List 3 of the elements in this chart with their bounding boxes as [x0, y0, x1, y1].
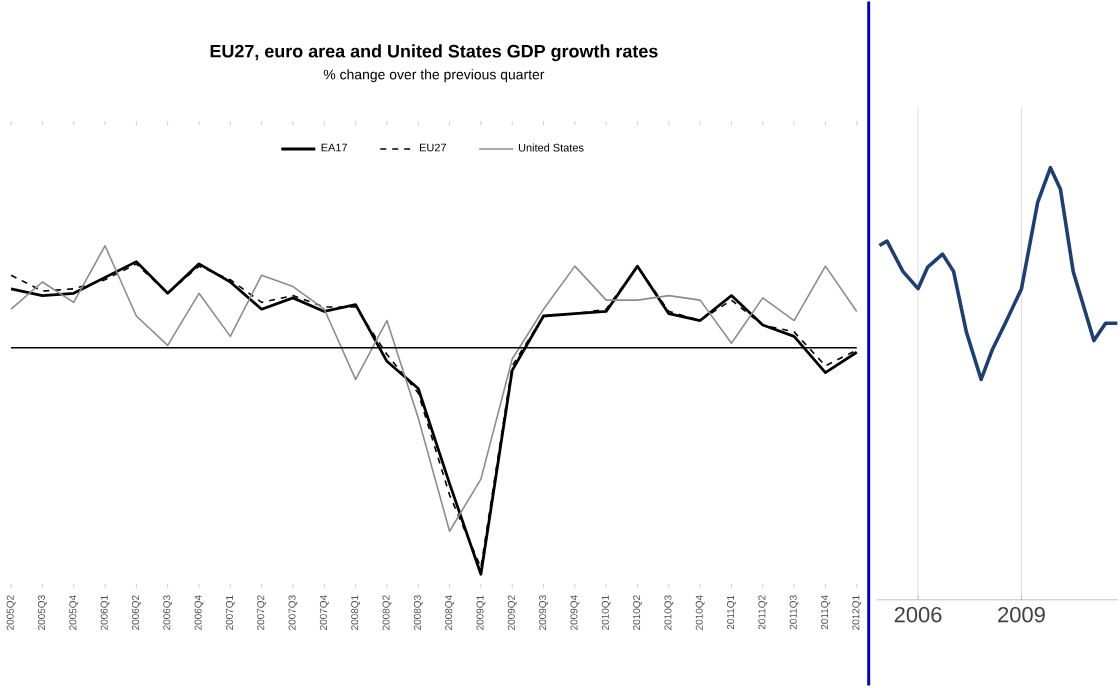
x-tick-label: 2006: [894, 607, 942, 623]
x-tick-label: 2009: [998, 607, 1045, 623]
chart-title: EU27, euro area and United States GDP growth rates: [210, 44, 658, 62]
